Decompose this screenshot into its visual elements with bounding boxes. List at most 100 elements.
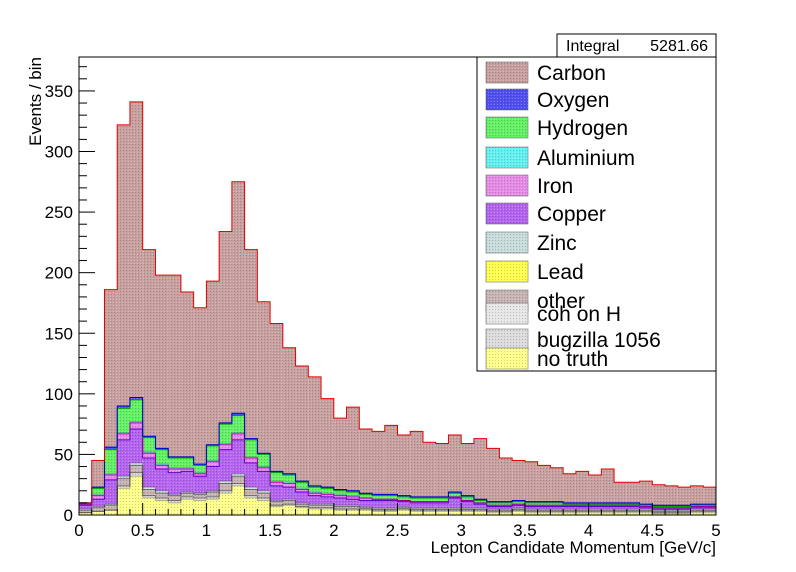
bar-hatch — [155, 498, 169, 501]
bar-hatch — [257, 466, 271, 468]
bar-hatch — [614, 508, 627, 511]
bar-hatch — [665, 508, 678, 511]
bar-hatch — [321, 505, 334, 508]
bar-hatch — [461, 507, 474, 509]
bar-hatch — [129, 399, 143, 422]
bar-hatch — [104, 479, 118, 505]
bar-hatch — [575, 471, 589, 503]
bar-hatch — [91, 494, 105, 496]
x-tick-label: 2 — [329, 521, 338, 540]
bar-hatch — [588, 510, 602, 512]
legend-items: Carbon Oxygen Hydrogen Aluminium Iron Copper Z… — [485, 61, 661, 371]
bar-hatch — [448, 508, 462, 511]
stats-box: Integral 5281.66 — [556, 33, 717, 58]
bar-hatch — [244, 439, 258, 457]
bar-hatch — [677, 487, 691, 506]
bar-hatch — [206, 445, 220, 461]
bar-hatch — [231, 415, 245, 433]
bar-hatch — [333, 498, 347, 506]
bar-hatch — [270, 482, 283, 486]
bar-hatch — [614, 512, 627, 515]
bar-hatch — [677, 511, 691, 513]
bar-hatch — [180, 468, 194, 472]
bar-hatch — [117, 485, 130, 489]
series-outline — [78, 422, 717, 515]
bar-hatch — [550, 508, 564, 511]
bar-hatch — [180, 458, 194, 468]
bar-hatch — [231, 433, 245, 440]
bar-hatch — [537, 512, 551, 515]
bar-hatch — [117, 476, 130, 479]
bar-hatch — [397, 435, 411, 496]
series-oxygen — [91, 397, 716, 507]
bar-hatch — [626, 508, 640, 511]
bar-hatch — [524, 506, 538, 509]
bar-hatch — [384, 508, 398, 511]
bar-hatch — [448, 496, 462, 499]
bar-hatch — [384, 500, 398, 508]
histogram-bars — [78, 101, 717, 515]
bar-hatch — [142, 489, 156, 496]
bar-hatch — [231, 485, 245, 515]
bar-hatch — [524, 502, 538, 506]
bar-hatch — [308, 508, 322, 515]
bar-hatch — [244, 462, 258, 488]
bar-hatch — [473, 500, 487, 503]
bar-hatch — [499, 508, 513, 511]
legend-swatch-hatch — [486, 147, 528, 168]
bar-hatch — [486, 512, 500, 515]
bar-hatch — [397, 506, 411, 508]
bar-hatch — [473, 438, 487, 500]
bar-hatch — [652, 506, 666, 508]
series-bugzilla-1056 — [117, 472, 716, 514]
bar-hatch — [486, 501, 500, 503]
bar-hatch — [321, 493, 334, 495]
y-tick-label: 150 — [45, 324, 73, 343]
legend-entry: Oxygen — [485, 88, 609, 112]
bar-hatch — [461, 500, 474, 502]
bar-hatch — [104, 447, 118, 450]
bar-hatch — [499, 505, 513, 507]
bar-hatch — [244, 458, 258, 463]
bar-hatch — [206, 490, 220, 492]
bar-hatch — [588, 512, 602, 515]
bar-hatch — [372, 495, 385, 500]
bar-hatch — [346, 491, 360, 496]
bar-hatch — [435, 496, 449, 499]
bar-hatch — [372, 500, 385, 508]
x-tick-label: 5 — [711, 521, 720, 540]
series-iron — [79, 422, 716, 509]
x-tick-label: 3 — [456, 521, 465, 540]
legend-entry: no truth — [485, 347, 608, 371]
bar-hatch — [575, 510, 589, 512]
bar-hatch — [422, 508, 436, 511]
bar-hatch — [295, 507, 309, 515]
x-tick-label: 3.5 — [513, 521, 537, 540]
legend-label: coh on H — [537, 303, 621, 326]
legend-label: Aluminium — [537, 147, 635, 170]
bar-hatch — [461, 511, 474, 515]
bar-hatch — [180, 493, 194, 497]
bar-hatch — [652, 512, 666, 514]
bar-hatch — [244, 456, 258, 459]
bar-hatch — [422, 442, 436, 497]
bar-hatch — [219, 424, 232, 444]
bar-hatch — [524, 501, 538, 503]
legend-swatch-hatch — [486, 175, 528, 196]
bar-hatch — [563, 502, 576, 505]
bar-hatch — [626, 506, 640, 509]
bar-hatch — [219, 493, 232, 515]
legend: Carbon Oxygen Hydrogen Aluminium Iron Copper Z… — [476, 56, 717, 372]
bar-hatch — [91, 499, 105, 507]
bar-hatch — [333, 489, 347, 491]
bar-hatch — [563, 473, 576, 503]
bar-hatch — [601, 511, 615, 513]
bar-hatch — [588, 505, 602, 507]
bar-hatch — [486, 505, 500, 507]
bar-hatch — [244, 489, 258, 496]
bar-hatch — [601, 468, 615, 503]
bar-hatch — [435, 502, 449, 508]
bar-hatch — [461, 501, 474, 508]
bar-hatch — [448, 507, 462, 509]
bar-hatch — [219, 483, 232, 491]
